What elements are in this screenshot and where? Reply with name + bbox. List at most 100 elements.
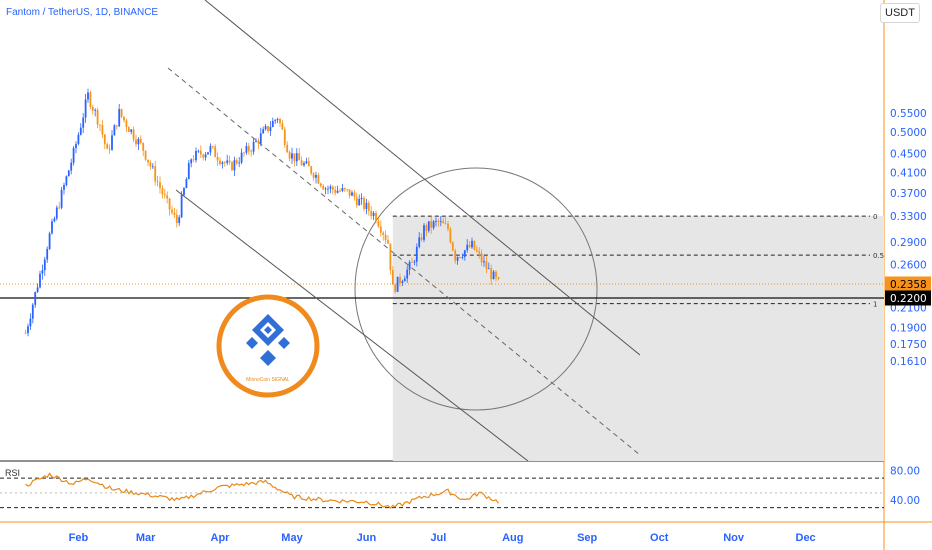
candle-body xyxy=(132,129,135,140)
candle-body xyxy=(490,268,493,280)
candle-body xyxy=(82,117,85,128)
candle-body xyxy=(87,92,89,100)
candle-body xyxy=(394,284,397,292)
candle-body xyxy=(27,326,29,334)
candle-body xyxy=(279,119,281,124)
candle-body xyxy=(211,146,214,147)
candle-body xyxy=(70,162,73,171)
candle-body xyxy=(197,150,200,152)
candle-body xyxy=(430,221,433,228)
candle-body xyxy=(497,277,500,279)
candle-body xyxy=(276,119,279,120)
candle-body xyxy=(187,163,190,180)
candle-body xyxy=(231,162,233,171)
candles-group xyxy=(24,88,500,337)
candle-body xyxy=(415,246,418,262)
candle-body xyxy=(219,160,221,165)
candle-body xyxy=(315,174,317,178)
candle-body xyxy=(202,154,205,158)
candle-body xyxy=(454,250,457,261)
candle-body xyxy=(288,152,291,159)
candle-body xyxy=(252,141,255,152)
candle-body xyxy=(435,220,437,222)
level-price-badge-bg xyxy=(885,290,931,306)
candle-body xyxy=(468,244,471,248)
price-axis-label: 0.1750 xyxy=(890,339,927,351)
currency-button[interactable]: USDT xyxy=(880,3,920,23)
candle-body xyxy=(108,148,111,150)
candle-body xyxy=(406,269,409,279)
current-price-badge-bg xyxy=(885,276,931,292)
candle-body xyxy=(235,160,238,164)
time-axis-label: Mar xyxy=(136,532,156,544)
annotation-circle xyxy=(354,167,598,411)
candle-body xyxy=(365,202,368,209)
candle-body xyxy=(91,107,94,111)
candle-body xyxy=(111,135,113,150)
candle-body xyxy=(115,125,118,127)
candle-body xyxy=(281,123,284,130)
candle-body xyxy=(298,153,301,161)
candle-body xyxy=(264,126,267,130)
candle-body xyxy=(377,221,380,227)
candle-body xyxy=(154,166,157,182)
diamond-icon-left xyxy=(246,337,258,349)
candle-body xyxy=(363,197,365,209)
candle-body xyxy=(370,210,373,216)
candle-body xyxy=(48,233,51,249)
time-axis-label: Nov xyxy=(723,532,745,544)
candle-body xyxy=(175,214,178,224)
candle-body xyxy=(495,271,497,278)
candle-body xyxy=(331,186,334,190)
candle-body xyxy=(305,161,308,164)
candle-body xyxy=(442,220,445,224)
time-axis-label: Jun xyxy=(357,532,377,544)
candle-body xyxy=(118,109,121,127)
candle-body xyxy=(367,202,370,211)
candle-body xyxy=(192,159,195,161)
candle-body xyxy=(382,232,385,235)
candle-body xyxy=(418,237,421,247)
candle-body xyxy=(223,162,226,164)
candle-body xyxy=(245,146,248,153)
candle-body xyxy=(303,163,305,166)
candle-body xyxy=(72,148,75,163)
candle-body xyxy=(75,143,77,149)
candle-body xyxy=(238,162,241,164)
candle-body xyxy=(387,240,389,244)
candle-body xyxy=(310,166,313,174)
candle-body xyxy=(466,244,469,251)
candle-body xyxy=(379,226,382,233)
candle-body xyxy=(286,144,289,153)
candle-body xyxy=(449,229,452,243)
candle-body xyxy=(447,223,449,230)
candle-body xyxy=(432,221,435,228)
candle-body xyxy=(125,120,128,128)
candle-body xyxy=(420,237,423,240)
candle-body xyxy=(351,192,353,196)
time-axis-label: Sep xyxy=(577,532,597,544)
candle-body xyxy=(156,181,159,183)
candle-body xyxy=(180,195,183,218)
candle-body xyxy=(485,261,488,269)
candle-body xyxy=(144,150,147,160)
diamond-icon-right xyxy=(278,337,290,349)
time-axis-label: Apr xyxy=(211,532,231,544)
candle-body xyxy=(139,138,142,143)
candle-body xyxy=(250,151,253,153)
candle-body xyxy=(226,160,229,163)
candle-body xyxy=(267,126,269,132)
candle-body xyxy=(423,225,425,240)
candle-body xyxy=(24,332,27,334)
time-axis-label: Feb xyxy=(69,532,89,544)
candle-body xyxy=(41,270,44,274)
candle-body xyxy=(39,273,41,288)
candle-body xyxy=(53,218,56,222)
candle-body xyxy=(55,207,58,219)
candle-body xyxy=(391,270,394,285)
candle-body xyxy=(171,209,173,213)
candle-body xyxy=(190,159,193,164)
candle-body xyxy=(159,182,161,189)
candle-body xyxy=(63,185,65,190)
